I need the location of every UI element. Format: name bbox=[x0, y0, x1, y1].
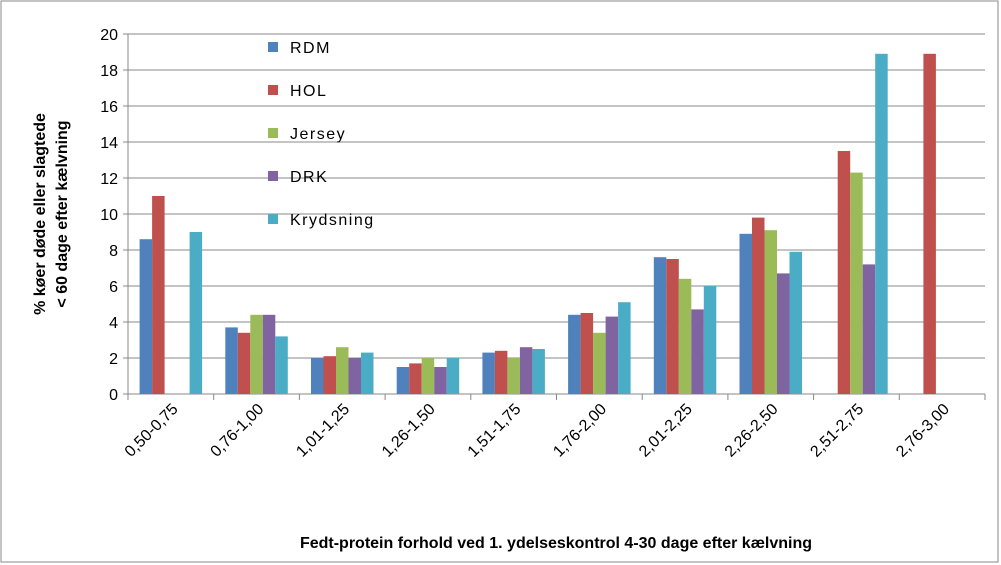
bar bbox=[152, 196, 165, 394]
bar bbox=[494, 350, 508, 394]
bar bbox=[777, 273, 790, 394]
bar bbox=[519, 347, 533, 394]
legend-swatch bbox=[268, 85, 278, 95]
y-tick-label: 14 bbox=[100, 135, 118, 152]
bar bbox=[409, 363, 422, 394]
bar bbox=[653, 257, 667, 394]
legend-swatch bbox=[268, 171, 278, 181]
bar bbox=[923, 53, 936, 395]
y-tick-label: 4 bbox=[109, 315, 118, 332]
bar bbox=[850, 172, 863, 394]
y-axis-title-line: % køer døde eller slagtede bbox=[32, 113, 49, 315]
bar bbox=[752, 217, 765, 394]
bar bbox=[678, 278, 692, 394]
bar bbox=[507, 358, 520, 394]
bar bbox=[691, 309, 704, 394]
bar bbox=[139, 239, 153, 394]
bar bbox=[568, 314, 581, 394]
legend-label: DRK bbox=[290, 169, 328, 186]
legend-swatch bbox=[268, 42, 278, 52]
bar bbox=[262, 314, 276, 394]
bar bbox=[311, 358, 324, 394]
bar bbox=[250, 314, 263, 394]
y-axis-title: % køer døde eller slagtede < 60 dage eft… bbox=[32, 113, 71, 315]
y-tick-label: 0 bbox=[109, 387, 118, 404]
legend-swatch bbox=[268, 214, 278, 224]
y-tick-label: 16 bbox=[100, 99, 118, 116]
legend-label: HOL bbox=[290, 83, 327, 100]
bar bbox=[618, 302, 631, 394]
bar bbox=[446, 358, 460, 394]
bar bbox=[666, 259, 679, 394]
bar bbox=[361, 352, 374, 394]
bar bbox=[703, 286, 717, 394]
bar bbox=[237, 332, 251, 394]
y-tick-label: 6 bbox=[109, 279, 118, 296]
bar bbox=[396, 367, 410, 394]
bar bbox=[739, 233, 752, 394]
bar bbox=[593, 332, 606, 394]
bar bbox=[482, 352, 495, 394]
bar bbox=[580, 313, 594, 394]
bar bbox=[837, 151, 851, 394]
bar bbox=[323, 356, 336, 394]
legend-label: Krydsning bbox=[290, 212, 375, 229]
y-tick-label: 8 bbox=[109, 243, 118, 260]
y-tick-label: 18 bbox=[100, 63, 118, 80]
legend-label: Jersey bbox=[290, 126, 346, 143]
bar bbox=[875, 53, 888, 395]
bar bbox=[532, 349, 545, 394]
x-axis-title: Fedt-protein forhold ved 1. ydelseskontr… bbox=[300, 535, 812, 552]
bar bbox=[225, 327, 238, 394]
bar bbox=[189, 232, 203, 394]
legend-label: RDM bbox=[290, 40, 331, 57]
bar bbox=[764, 230, 777, 394]
legend-swatch bbox=[268, 128, 278, 138]
bar bbox=[336, 347, 349, 394]
bar bbox=[421, 358, 435, 394]
bar bbox=[348, 358, 361, 394]
bar bbox=[434, 367, 447, 394]
y-tick-label: 10 bbox=[100, 207, 118, 224]
bar bbox=[605, 316, 619, 394]
bar bbox=[275, 336, 288, 394]
y-tick-label: 12 bbox=[100, 171, 118, 188]
y-tick-label: 2 bbox=[109, 351, 118, 368]
y-tick-label: 20 bbox=[100, 27, 118, 44]
bar bbox=[862, 264, 876, 394]
bar bbox=[789, 251, 802, 394]
y-axis-title-line: < 60 dage efter kælvning bbox=[54, 120, 71, 307]
